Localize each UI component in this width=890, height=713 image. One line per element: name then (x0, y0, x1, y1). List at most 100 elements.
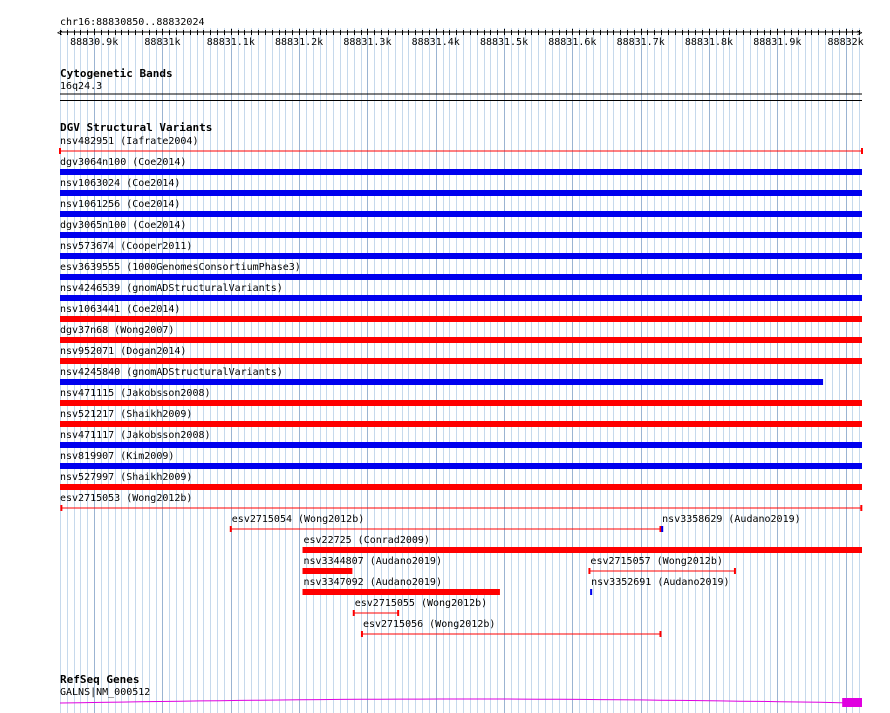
dgv-track-title: DGV Structural Variants (60, 121, 212, 134)
sv-feature-bar[interactable] (661, 526, 664, 532)
sv-feature-bar[interactable] (60, 337, 862, 343)
sv-feature-label: nsv952071 (Dogan2014) (60, 346, 186, 357)
sv-feature-label: nsv471117 (Jakobsson2008) (60, 430, 211, 441)
sv-feature-bar[interactable] (302, 568, 353, 574)
sv-feature-bar[interactable] (302, 589, 500, 595)
sv-feature[interactable]: nsv4246539 (gnomADStructuralVariants) (60, 283, 862, 301)
sv-feature[interactable]: nsv819907 (Kim2009) (60, 451, 862, 469)
sv-feature[interactable]: esv2715054 (Wong2012b) (229, 514, 662, 532)
refseq-gene-label: GALNS|NM_000512 (60, 687, 150, 698)
sv-feature-label: nsv3352691 (Audano2019) (591, 577, 729, 588)
sv-feature[interactable]: nsv3358629 (Audano2019) (661, 514, 801, 532)
ruler-ticks: 88830.9k 88831k 88831.1k 88831.2k 88831.3k 88… (60, 29, 864, 48)
sv-feature-label: dgv37n68 (Wong2007) (60, 325, 174, 336)
sv-feature-label: nsv1063024 (Coe2014) (60, 178, 180, 189)
gene-exon-block[interactable] (842, 698, 862, 707)
vertical-grid-lines (60, 28, 860, 713)
sv-feature-label: nsv1061256 (Coe2014) (60, 199, 180, 210)
sv-feature[interactable]: nsv3352691 (Audano2019) (590, 577, 730, 595)
sv-feature-label: nsv527997 (Shaikh2009) (60, 472, 192, 483)
sv-feature[interactable]: nsv482951 (Iafrate2004) (59, 136, 863, 154)
sv-feature-bar[interactable] (60, 358, 862, 364)
cytoband-track-title: Cytogenetic Bands (60, 67, 173, 80)
sv-feature-bar[interactable] (60, 253, 862, 259)
sv-feature-bar[interactable] (60, 442, 862, 448)
ruler-tick-label: 88831.9k (753, 37, 801, 48)
sv-feature-label: esv2715053 (Wong2012b) (60, 493, 192, 504)
cytoband-label: 16q24.3 (60, 81, 102, 92)
sv-feature-bar[interactable] (60, 400, 862, 406)
sv-feature[interactable]: nsv1063441 (Coe2014) (60, 304, 862, 322)
sv-feature[interactable]: nsv1063024 (Coe2014) (60, 178, 862, 196)
sv-feature-label: esv2715057 (Wong2012b) (590, 556, 722, 567)
sv-feature-bar[interactable] (302, 547, 862, 553)
sv-feature[interactable]: nsv4245840 (gnomADStructuralVariants) (60, 367, 824, 385)
sv-feature[interactable]: dgv3065n100 (Coe2014) (60, 220, 862, 238)
ruler-tick-label: 88831.6k (548, 37, 596, 48)
sv-feature-label: nsv3347092 (Audano2019) (304, 577, 442, 588)
dgv-rows[interactable]: nsv482951 (Iafrate2004) dgv3064n100 (Coe2… (59, 136, 863, 511)
sv-feature[interactable]: esv2715055 (Wong2012b) (352, 598, 487, 616)
sv-feature-label: nsv819907 (Kim2009) (60, 451, 174, 462)
sv-feature[interactable]: nsv573674 (Cooper2011) (60, 241, 862, 259)
sv-feature[interactable]: nsv471117 (Jakobsson2008) (60, 430, 862, 448)
sv-feature[interactable]: esv2715056 (Wong2012b) (360, 619, 662, 637)
cytoband-track[interactable]: Cytogenetic Bands 16q24.3 (60, 67, 862, 101)
sv-feature-bar[interactable] (60, 211, 862, 217)
sv-feature[interactable]: esv2715057 (Wong2012b) (588, 556, 736, 574)
sv-feature-label: nsv4246539 (gnomADStructuralVariants) (60, 283, 283, 294)
sv-feature-bar[interactable] (60, 421, 862, 427)
sv-feature[interactable]: dgv37n68 (Wong2007) (60, 325, 862, 343)
sv-feature[interactable]: esv22725 (Conrad2009) (302, 535, 862, 553)
sv-feature-bar[interactable] (60, 169, 862, 175)
sv-feature[interactable]: dgv3064n100 (Coe2014) (60, 157, 862, 175)
ruler-tick-label: 88831.8k (685, 37, 733, 48)
sv-feature[interactable]: nsv471115 (Jakobsson2008) (60, 388, 862, 406)
location-label: chr16:88830850..88832024 (60, 17, 205, 28)
sv-feature[interactable]: nsv527997 (Shaikh2009) (60, 472, 862, 490)
sv-feature-bar[interactable] (60, 463, 862, 469)
sv-feature-label: nsv3344807 (Audano2019) (304, 556, 442, 567)
sv-feature-label: esv22725 (Conrad2009) (304, 535, 430, 546)
galns-gene-model[interactable] (59, 698, 862, 707)
sv-feature-bar[interactable] (590, 589, 593, 595)
sv-feature-label: nsv471115 (Jakobsson2008) (60, 388, 211, 399)
sv-feature-label: nsv4245840 (gnomADStructuralVariants) (60, 367, 283, 378)
sv-feature-bar[interactable] (60, 232, 862, 238)
sv-feature-label: esv2715054 (Wong2012b) (232, 514, 364, 525)
ruler-tick-label: 88831k (144, 37, 180, 48)
ruler-tick-label: 88831.5k (480, 37, 528, 48)
ruler-tick-label: 88832k (828, 37, 864, 48)
sv-feature-bar[interactable] (60, 379, 824, 385)
sv-feature-label: esv3639555 (1000GenomesConsortiumPhase3) (60, 262, 301, 273)
sv-feature[interactable]: nsv521217 (Shaikh2009) (60, 409, 862, 427)
sv-feature-label: dgv3064n100 (Coe2014) (60, 157, 186, 168)
sv-feature[interactable]: nsv1061256 (Coe2014) (60, 199, 862, 217)
sv-feature[interactable]: esv3639555 (1000GenomesConsortiumPhase3) (60, 262, 862, 280)
sv-feature[interactable]: nsv3344807 (Audano2019) (302, 556, 442, 574)
sv-feature-label: esv2715056 (Wong2012b) (363, 619, 495, 630)
sv-feature[interactable]: esv2715053 (Wong2012b) (60, 493, 863, 511)
ruler: chr16:88830850..88832024 < > 88830.9k888… (57, 17, 864, 48)
refseq-track[interactable]: RefSeq Genes GALNS|NM_000512 (59, 673, 862, 707)
sv-feature-label: nsv1063441 (Coe2014) (60, 304, 180, 315)
sv-feature-bar[interactable] (60, 274, 862, 280)
sv-feature-label: nsv482951 (Iafrate2004) (60, 136, 198, 147)
sv-feature-bar[interactable] (60, 190, 862, 196)
ruler-tick-label: 88831.3k (343, 37, 391, 48)
sv-feature-label: nsv3358629 (Audano2019) (662, 514, 800, 525)
gene-intron-line[interactable] (59, 698, 861, 704)
sv-feature-bar[interactable] (60, 316, 862, 322)
ruler-tick-label: 88831.7k (617, 37, 665, 48)
sv-feature-bar[interactable] (60, 484, 862, 490)
sv-feature[interactable]: nsv952071 (Dogan2014) (60, 346, 862, 364)
sv-feature-label: esv2715055 (Wong2012b) (355, 598, 487, 609)
sv-feature[interactable]: nsv3347092 (Audano2019) (302, 577, 500, 595)
ruler-tick-label: 88831.4k (412, 37, 460, 48)
dgv-packed-features[interactable]: esv2715054 (Wong2012b) nsv3358629 (Audano… (229, 514, 862, 637)
dgv-track[interactable]: DGV Structural Variants nsv482951 (Iafra… (59, 121, 863, 637)
ruler-tick-label: 88831.2k (275, 37, 323, 48)
sv-feature-label: nsv521217 (Shaikh2009) (60, 409, 192, 420)
sv-feature-bar[interactable] (60, 295, 862, 301)
